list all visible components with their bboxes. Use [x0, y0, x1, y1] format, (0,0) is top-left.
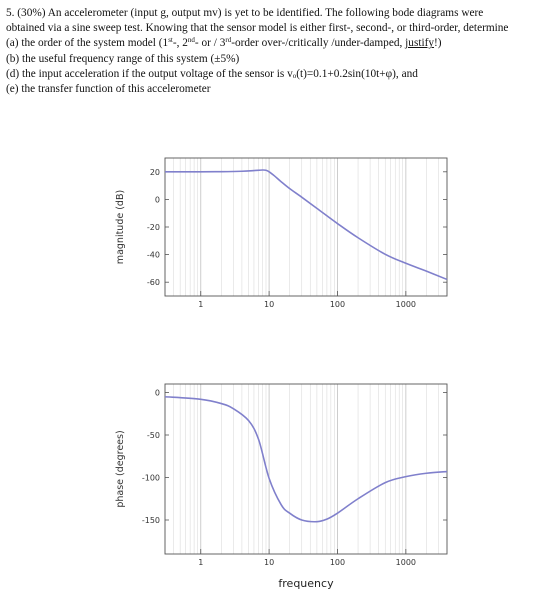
magnitude-plot: 20 0 -20 -40 -60 1 10 100 1000 magnitude (dB): [115, 157, 448, 309]
y-tick-label: 20: [150, 168, 160, 177]
x-tick-label: 100: [330, 558, 345, 567]
y-axis-title: magnitude (dB): [115, 190, 126, 264]
problem-line-3: (a) the order of the system model (1st-,…: [6, 36, 551, 51]
x-tick-label: 10: [264, 300, 274, 309]
data-curve: [164, 395, 448, 523]
problem-line-5: (d) the input acceleration if the output…: [6, 67, 551, 82]
x-tick-label: 1: [198, 558, 203, 567]
x-tick-label: 1000: [396, 300, 416, 309]
part-a-text-5: !): [434, 37, 442, 50]
x-axis-title: frequency: [278, 577, 334, 590]
sup-nd: nd: [187, 36, 195, 45]
sub-o: o: [292, 71, 297, 80]
x-tick-label: 1: [198, 300, 203, 309]
y-tick-label: 0: [155, 389, 160, 398]
y-tick-label: -40: [147, 251, 160, 260]
x-tick-label: 10: [264, 558, 274, 567]
problem-line-1: 5. (30%) An accelerometer (input g, outp…: [6, 7, 484, 19]
x-tick-label: 100: [330, 300, 345, 309]
y-tick-label: -100: [142, 474, 160, 483]
x-tick-label: 1000: [396, 558, 416, 567]
y-tick-label: -50: [147, 431, 160, 440]
part-a-text-3: - or / 3: [194, 37, 226, 50]
problem-line-6: (e) the transfer function of this accele…: [6, 83, 211, 96]
problem-statement: 5. (30%) An accelerometer (input g, outp…: [6, 6, 551, 97]
plot-frame: [164, 157, 448, 297]
y-tick-label: -150: [142, 516, 160, 525]
problem-line-4: (b) the useful frequency range of this s…: [6, 52, 240, 65]
phase-plot: 0 -50 -100 -150 1 10 100 1000 phase (degrees) fre…: [115, 383, 448, 590]
part-a-text: (a) the order of the system model (1: [6, 37, 169, 50]
part-a-text-4: -order over-/critically /under-damped,: [231, 37, 406, 50]
y-tick-label: -60: [147, 278, 160, 287]
part-d-text: (d) the input acceleration if the output…: [6, 67, 293, 80]
problem-line-2: obtained via a sine sweep test. Knowing …: [6, 22, 509, 35]
sup-rd: rd: [225, 36, 232, 45]
part-a-text-2: -, 2: [172, 37, 188, 50]
y-axis-title: phase (degrees): [115, 430, 126, 507]
justify-word: justify: [405, 37, 435, 50]
y-tick-label: -20: [147, 223, 160, 232]
data-curve: [164, 169, 448, 281]
part-d-text-2: (t)=0.1+0.2sin(10t+φ), and: [296, 67, 418, 80]
plot-frame: [164, 383, 448, 555]
y-tick-label: 0: [155, 195, 160, 204]
sup-st: st: [168, 36, 173, 45]
